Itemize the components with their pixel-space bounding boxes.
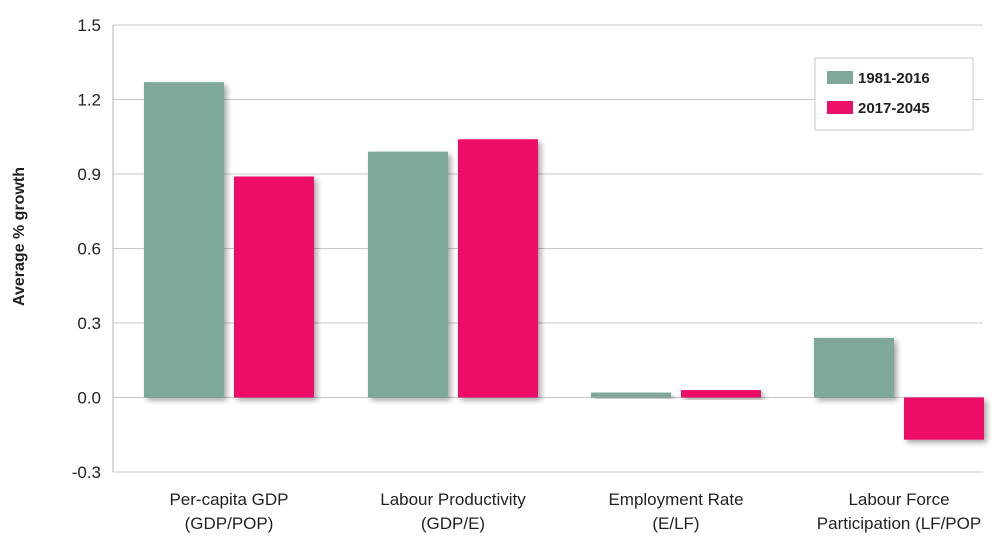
bar-1981-2016-0 <box>144 82 224 398</box>
legend-box <box>814 57 974 131</box>
y-tick-label: 0.0 <box>77 389 101 408</box>
legend-label-1981-2016: 1981-2016 <box>858 70 930 87</box>
bar-2017-2045-3 <box>904 397 984 440</box>
category-label: Labour Force <box>848 490 949 509</box>
bars <box>144 82 984 440</box>
category-label: Per-capita GDP <box>169 490 288 509</box>
y-tick-label: 1.5 <box>77 16 101 35</box>
category-labels: Per-capita GDP (GDP/POP) Labour Productivi… <box>169 490 981 533</box>
category-label: (E/LF) <box>652 514 699 533</box>
y-tick-label: 0.6 <box>77 240 101 259</box>
bar-1981-2016-3 <box>814 337 894 398</box>
bar-2017-2045-0 <box>234 176 314 398</box>
legend-swatch-2017-2045 <box>827 101 853 114</box>
y-tick-label: 0.9 <box>77 165 101 184</box>
y-tick-label: -0.3 <box>72 463 101 482</box>
bar-1981-2016-1 <box>368 151 448 398</box>
bar-2017-2045-2 <box>681 390 761 398</box>
bar-2017-2045-1 <box>458 139 538 398</box>
y-tick-labels: 1.5 1.2 0.9 0.6 0.3 0.0 -0.3 <box>72 16 101 482</box>
category-label: Participation (LF/POP <box>817 514 981 533</box>
y-tick-label: 0.3 <box>77 314 101 333</box>
category-label: Employment Rate <box>608 490 743 509</box>
category-label: Labour Productivity <box>380 490 526 509</box>
legend: 1981-2016 2017-2045 <box>814 57 974 131</box>
legend-swatch-1981-2016 <box>827 71 853 84</box>
category-label: (GDP/POP) <box>185 514 274 533</box>
category-label: (GDP/E) <box>421 514 485 533</box>
bar-1981-2016-2 <box>591 392 671 398</box>
legend-label-2017-2045: 2017-2045 <box>858 100 930 117</box>
y-tick-label: 1.2 <box>77 91 101 110</box>
y-axis-title: Average % growth <box>11 167 28 306</box>
